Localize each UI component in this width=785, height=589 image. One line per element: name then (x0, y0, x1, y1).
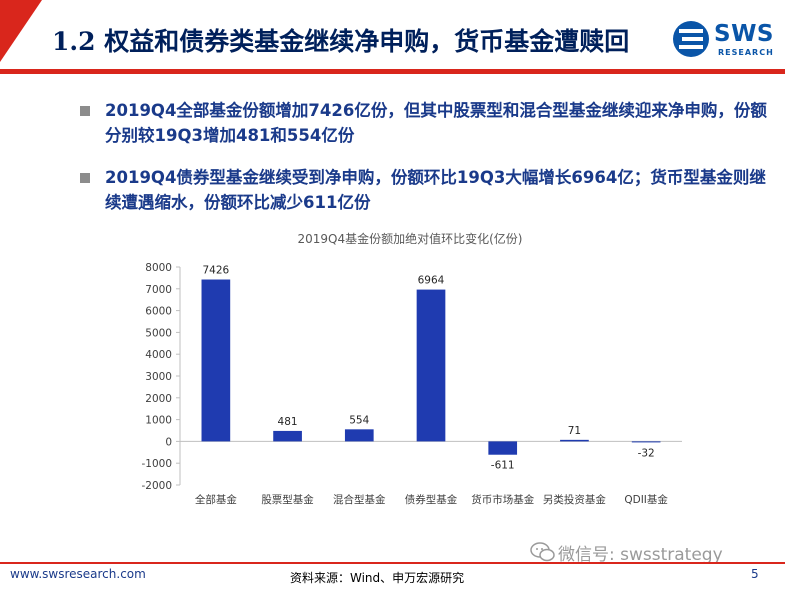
data-label: 481 (278, 416, 298, 428)
bullet-item: 2019Q4全部基金份额增加7426亿份，但其中股票型和混合型基金继续迎来净申购… (80, 98, 770, 148)
page-number: 5 (751, 567, 759, 581)
y-tick-label: -1000 (141, 458, 172, 470)
x-tick-label: 另类投资基金 (543, 493, 606, 506)
wechat-watermark: 微信号: swsstrategy (558, 545, 723, 565)
x-tick-label: 货币市场基金 (471, 493, 534, 506)
x-tick-label: QDII基金 (624, 493, 668, 506)
y-tick-label: 5000 (145, 327, 172, 339)
bullet-text: 2019Q4全部基金份额增加7426亿份，但其中股票型和混合型基金继续迎来净申购… (105, 101, 767, 145)
bullet-marker (80, 173, 90, 183)
bar (201, 279, 231, 442)
bar (416, 289, 446, 442)
bullet-marker (80, 106, 90, 116)
bar (273, 430, 302, 442)
y-tick-label: 1000 (145, 415, 172, 427)
y-tick-label: -2000 (141, 480, 172, 492)
bullet-text: 2019Q4债券型基金继续受到净申购，份额环比19Q3大幅增长6964亿；货币型… (105, 168, 766, 212)
logo-wordmark: SWS (714, 21, 774, 47)
footer-source: 资料来源：Wind、申万宏源研究 (290, 571, 465, 585)
y-tick-label: 3000 (145, 371, 172, 383)
bar (631, 441, 661, 443)
x-tick-label: 混合型基金 (333, 493, 386, 506)
bar-chart-canvas: 2019Q4基金份额加绝对值环比变化(亿份) 8000 7000 6000 5000 4… (141, 231, 682, 506)
bullet-list: 2019Q4全部基金份额增加7426亿份，但其中股票型和混合型基金继续迎来净申购… (80, 98, 770, 232)
data-label: -611 (491, 460, 515, 472)
data-label: 7426 (202, 265, 229, 277)
y-tick-label: 6000 (145, 306, 172, 318)
footer-url[interactable]: www.swsresearch.com (10, 567, 146, 581)
data-label: 554 (349, 414, 369, 426)
chart-title: 2019Q4基金份额加绝对值环比变化(亿份) (298, 231, 523, 246)
y-tick-label: 4000 (145, 349, 172, 361)
bullet-item: 2019Q4债券型基金继续受到净申购，份额环比19Q3大幅增长6964亿；货币型… (80, 165, 770, 215)
y-tick-label: 2000 (145, 393, 172, 405)
logo-subtext: RESEARCH (718, 48, 774, 57)
data-label: -32 (638, 447, 655, 459)
data-label: 6964 (418, 275, 445, 287)
y-tick-label: 0 (165, 436, 172, 448)
sws-logo: SWS RESEARCH (671, 17, 774, 61)
wechat-icon (530, 542, 555, 562)
y-tick-label: 7000 (145, 284, 172, 296)
slide-title: 1.2 权益和债券类基金继续净申购，货币基金遭赎回 (52, 27, 630, 56)
data-label: 71 (568, 425, 581, 437)
sws-logo-icon (673, 21, 709, 57)
bar (560, 439, 589, 442)
x-tick-label: 债券型基金 (405, 493, 458, 506)
title-accent-corner (0, 0, 42, 62)
x-tick-label: 全部基金 (195, 493, 237, 506)
title-divider (0, 69, 785, 74)
bar (488, 441, 518, 455)
footer-divider (0, 562, 785, 564)
bar (344, 429, 374, 442)
bar-chart: 2019Q4基金份额加绝对值环比变化(亿份) 8000 7000 6000 5000 4… (130, 225, 690, 525)
y-tick-label: 8000 (145, 262, 172, 274)
x-tick-label: 股票型基金 (261, 493, 314, 506)
